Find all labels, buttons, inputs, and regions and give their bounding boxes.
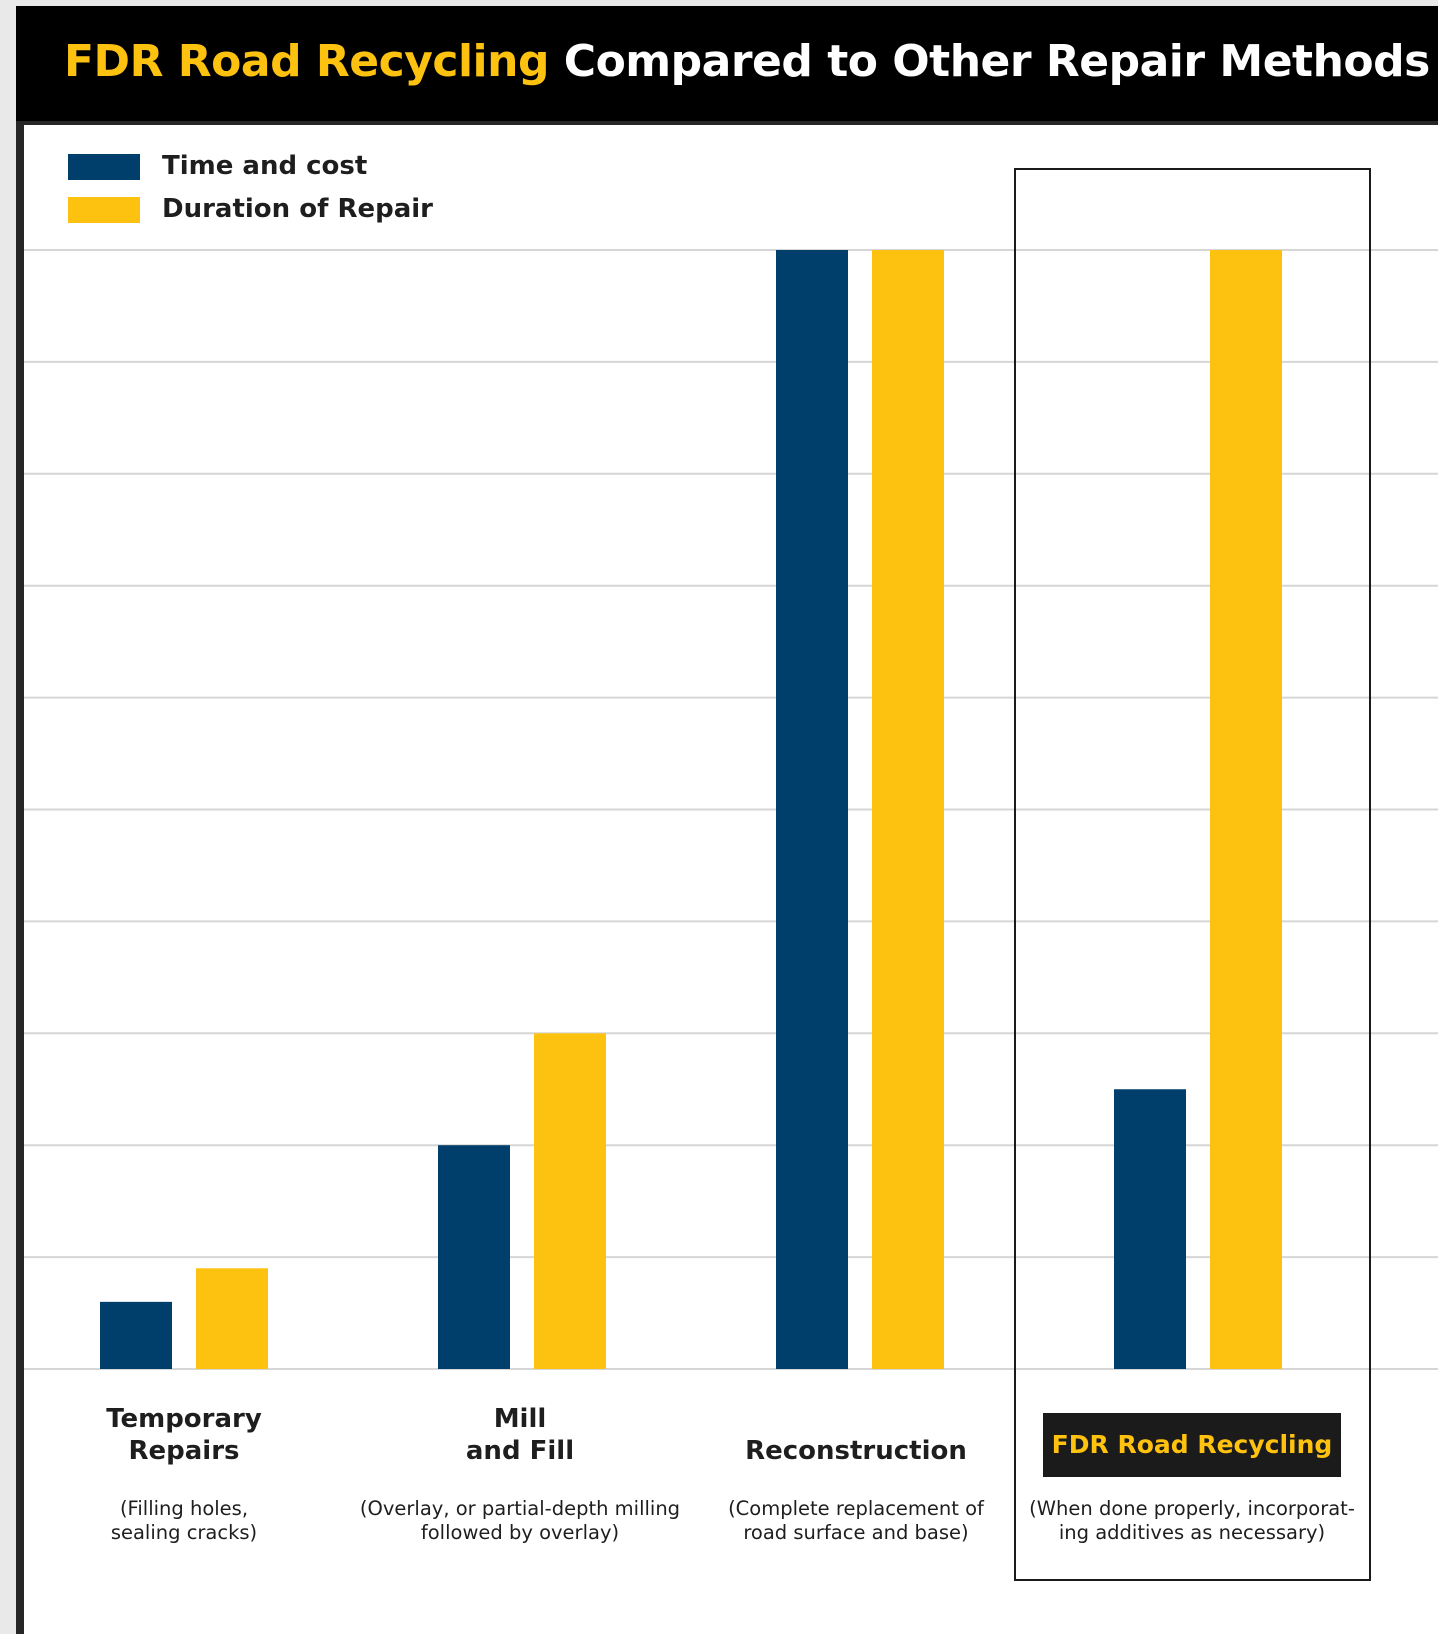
category-description-reconstruction: (Complete replacement of road surface an…: [686, 1497, 1026, 1545]
legend-label-duration: Duration of Repair: [162, 194, 433, 224]
legend-swatch-duration: [68, 197, 140, 223]
category-label-temporary-repairs: Temporary Repairs: [14, 1403, 354, 1467]
bar-duration-of-repair-reconstruction: [872, 250, 944, 1369]
category-description-line: (Complete replacement of: [728, 1497, 984, 1520]
bar-duration-of-repair-fdr-road-recycling: [1210, 250, 1282, 1369]
title-rest: Compared to Other Repair Methods: [563, 36, 1431, 87]
category-label-line: and Fill: [465, 1436, 575, 1466]
title-highlight: FDR Road Recycling: [64, 36, 549, 87]
bar-duration-of-repair-temporary-repairs: [196, 1268, 268, 1369]
category-description-line: ing additives as necessary): [1058, 1521, 1326, 1544]
category-label-fdr-road-recycling: FDR Road Recycling: [1043, 1413, 1341, 1477]
category-description-fdr-road-recycling: (When done properly, incorporat- ing add…: [1022, 1497, 1362, 1545]
category-description-line: (When done properly, incorporat-: [1029, 1497, 1355, 1520]
category-label-mill-and-fill: Mill and Fill: [350, 1403, 690, 1467]
category-description-mill-and-fill: (Overlay, or partial-depth milling follo…: [350, 1497, 690, 1545]
chart-panel: [24, 125, 1438, 1634]
legend-swatch-time-cost: [68, 154, 140, 180]
category-description-line: followed by overlay): [420, 1521, 620, 1544]
bar-time-and-cost-fdr-road-recycling: [1114, 1089, 1186, 1369]
category-label-line: Temporary: [106, 1404, 262, 1434]
chart-title: FDR Road Recycling Compared to Other Rep…: [64, 36, 1430, 87]
category-description-line: (Overlay, or partial-depth milling: [359, 1497, 681, 1520]
category-label-line: Mill: [493, 1404, 547, 1434]
fdr-highlight-box: [1014, 168, 1371, 1581]
category-description-line: (Filling holes,: [119, 1497, 249, 1520]
title-bar: FDR Road Recycling Compared to Other Rep…: [16, 6, 1438, 121]
bar-time-and-cost-reconstruction: [776, 250, 848, 1369]
legend-label-time-cost: Time and cost: [162, 151, 368, 181]
category-description-temporary-repairs: (Filling holes, sealing cracks): [14, 1497, 354, 1545]
bar-duration-of-repair-mill-and-fill: [534, 1033, 606, 1369]
bar-time-and-cost-temporary-repairs: [100, 1301, 172, 1369]
category-label-reconstruction: Reconstruction: [686, 1435, 1026, 1467]
bar-time-and-cost-mill-and-fill: [438, 1145, 510, 1369]
category-label-line: Reconstruction: [745, 1436, 967, 1466]
category-description-line: sealing cracks): [110, 1521, 258, 1544]
category-description-line: road surface and base): [743, 1521, 969, 1544]
category-label-line: Repairs: [128, 1436, 240, 1466]
